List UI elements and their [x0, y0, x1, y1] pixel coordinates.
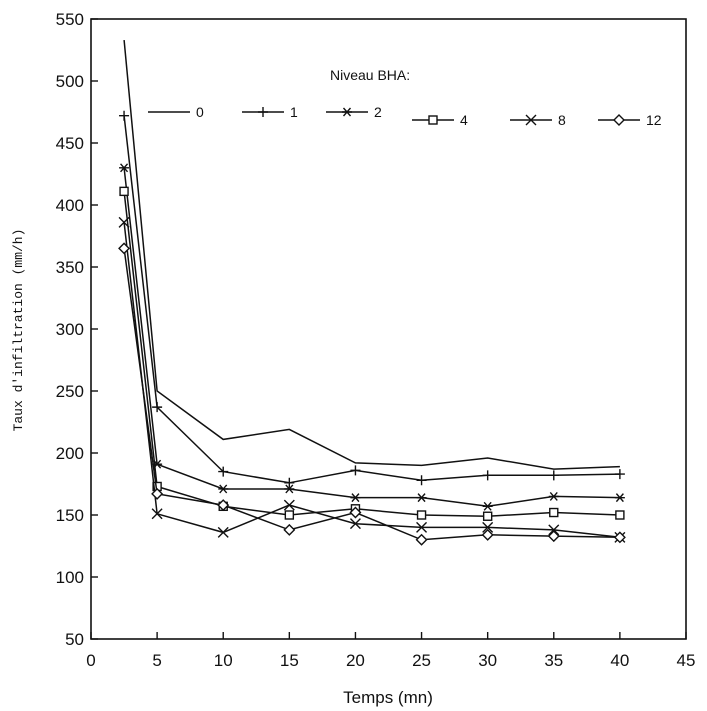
data-point-marker	[284, 484, 295, 494]
data-point-marker	[525, 114, 537, 126]
data-point-marker	[614, 469, 625, 480]
data-point-marker	[218, 484, 229, 494]
data-point-marker	[416, 475, 427, 486]
legend-entry-4: 4	[412, 112, 468, 128]
series-8	[118, 216, 626, 543]
data-point-marker	[151, 487, 164, 500]
data-point-marker	[283, 523, 296, 536]
data-point-marker	[217, 499, 230, 512]
data-point-marker	[284, 477, 295, 488]
y-tick-label: 400	[56, 196, 84, 215]
data-point-marker	[416, 510, 427, 520]
series-4	[119, 186, 625, 521]
data-point-marker	[119, 110, 130, 121]
x-tick-label: 30	[478, 651, 497, 670]
legend-entry-0: 0	[148, 104, 204, 120]
y-tick-label: 450	[56, 134, 84, 153]
data-point-marker	[151, 508, 163, 520]
data-point-marker	[428, 115, 438, 125]
series-12	[118, 242, 626, 546]
data-point-marker	[258, 107, 268, 117]
y-tick-label: 100	[56, 568, 84, 587]
legend-title: Niveau BHA:	[330, 67, 410, 83]
legend-label: 0	[196, 104, 204, 120]
data-point-marker	[350, 465, 361, 476]
data-point-marker	[547, 530, 560, 543]
data-point-marker	[342, 107, 352, 117]
legend-label: 4	[460, 112, 468, 128]
data-point-marker	[217, 526, 229, 538]
data-point-marker	[549, 507, 559, 518]
data-point-marker	[614, 493, 625, 503]
series-0	[123, 40, 620, 470]
data-point-marker	[548, 491, 559, 501]
data-point-marker	[548, 470, 559, 481]
x-tick-label: 25	[412, 651, 431, 670]
data-point-marker	[482, 470, 493, 481]
x-tick-label: 20	[346, 651, 365, 670]
data-point-marker	[415, 533, 428, 546]
data-point-marker	[615, 510, 625, 520]
y-tick-label: 550	[56, 10, 84, 29]
legend-entry-12: 12	[598, 112, 662, 128]
data-point-marker	[482, 521, 494, 533]
legend-entry-8: 8	[510, 112, 566, 128]
data-point-marker	[349, 518, 361, 530]
y-tick-label: 350	[56, 258, 84, 277]
data-point-marker	[613, 114, 625, 126]
data-point-marker	[613, 531, 626, 544]
x-tick-label: 40	[610, 651, 629, 670]
series-2	[119, 163, 625, 511]
legend-entry-2: 2	[326, 104, 382, 120]
series-line	[123, 40, 620, 470]
data-point-marker	[118, 242, 131, 255]
y-tick-label: 500	[56, 72, 84, 91]
data-point-marker	[152, 402, 163, 413]
data-point-marker	[482, 511, 493, 521]
data-point-marker	[482, 501, 493, 511]
data-point-marker	[416, 493, 427, 503]
data-point-marker	[118, 216, 130, 228]
x-tick-label: 45	[677, 651, 696, 670]
legend-label: 12	[646, 112, 662, 128]
x-tick-label: 10	[214, 651, 233, 670]
data-point-marker	[283, 499, 295, 511]
data-point-marker	[416, 521, 428, 533]
series-line	[123, 222, 620, 539]
x-tick-label: 35	[544, 651, 563, 670]
y-tick-label: 300	[56, 320, 84, 339]
y-tick-label: 150	[56, 506, 84, 525]
x-tick-label: 15	[280, 651, 299, 670]
x-tick-label: 5	[152, 651, 161, 670]
y-tick-label: 50	[65, 630, 84, 649]
legend-label: 2	[374, 104, 382, 120]
series-1	[119, 110, 625, 488]
y-axis-title: Taux d'infiltration (mm/h)	[11, 229, 26, 432]
legend-label: 8	[558, 112, 566, 128]
x-axis-title: Temps (mn)	[343, 688, 433, 707]
series-line	[123, 115, 620, 484]
y-tick-label: 200	[56, 444, 84, 463]
series-line	[123, 248, 620, 541]
x-tick-label: 0	[86, 651, 95, 670]
data-point-marker	[350, 493, 361, 503]
data-point-marker	[218, 466, 229, 477]
series-line	[123, 167, 620, 508]
y-tick-label: 250	[56, 382, 84, 401]
legend-label: 1	[290, 104, 298, 120]
data-point-marker	[481, 528, 494, 541]
data-point-marker	[548, 524, 560, 536]
series-lines	[118, 40, 626, 546]
data-point-marker	[119, 186, 129, 197]
legend: Niveau BHA: 0 1 2 4 8 12	[148, 67, 662, 128]
data-point-marker	[349, 506, 362, 519]
legend-entry-1: 1	[242, 104, 298, 120]
data-point-marker	[119, 163, 130, 173]
data-point-marker	[284, 510, 295, 520]
